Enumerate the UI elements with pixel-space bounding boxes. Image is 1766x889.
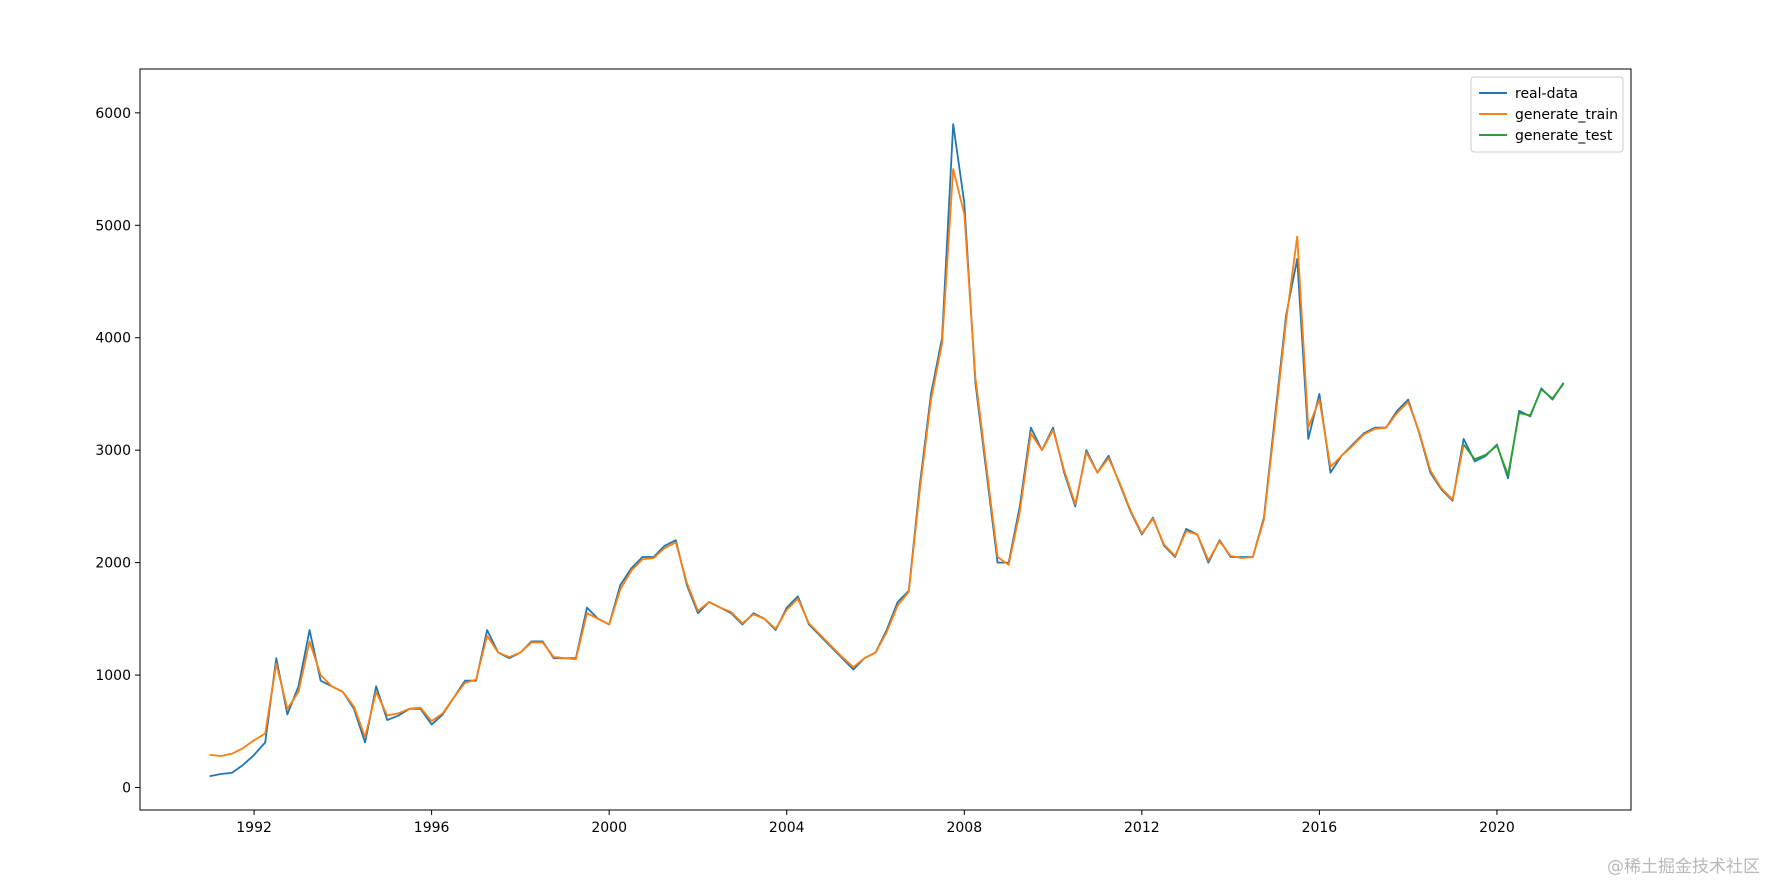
legend-box [1470,76,1624,153]
y-tick-label: 4000 [95,331,131,347]
y-tick-label: 3000 [95,443,131,459]
x-tick-label: 2012 [1124,820,1160,836]
x-tick-label: 2008 [946,820,982,836]
x-tick-label: 2020 [1479,820,1515,836]
y-tick-label: 2000 [95,556,131,572]
legend-label: generate_test [1515,128,1613,144]
x-tick-label: 2016 [1302,820,1338,836]
plot-frame [139,68,1632,811]
legend-label: real-data [1515,86,1578,102]
y-tick-label: 6000 [95,106,131,122]
series-line [1462,383,1565,476]
y-tick-label: 5000 [95,218,131,234]
series-line [209,123,1565,778]
x-tick-label: 2004 [769,820,805,836]
watermark: @稀土掘金技术社区 [1607,857,1760,877]
x-tick-label: 1996 [414,820,450,836]
x-tick-label: 1992 [236,820,272,836]
y-tick-label: 0 [122,781,131,797]
x-tick-label: 2000 [591,820,627,836]
y-tick-label: 1000 [95,668,131,684]
series-line [209,168,1465,757]
legend-label: generate_train [1515,107,1618,123]
